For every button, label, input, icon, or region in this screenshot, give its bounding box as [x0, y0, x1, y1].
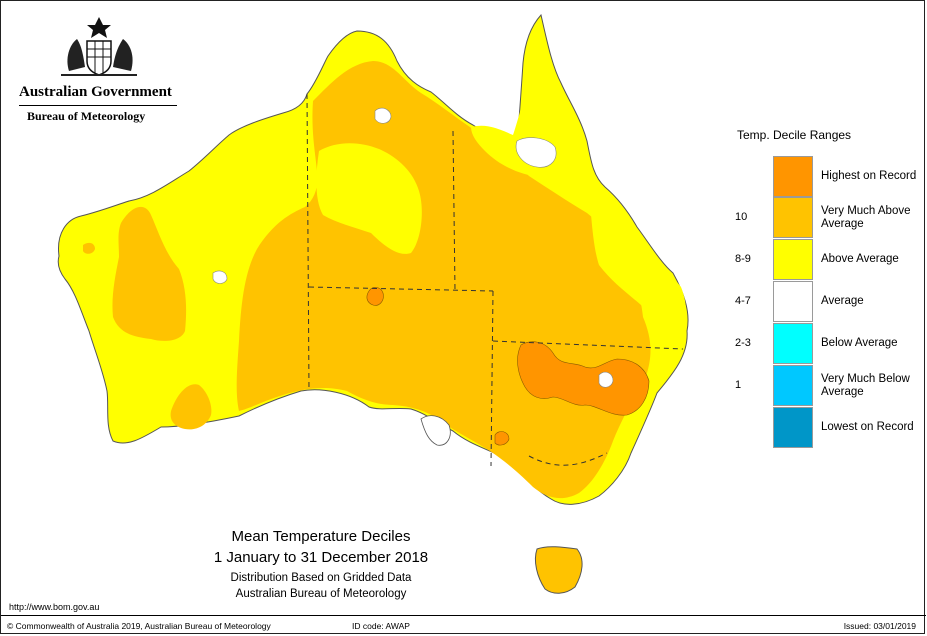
legend-title: Temp. Decile Ranges: [737, 128, 852, 142]
above-average-patch-east: [589, 187, 686, 335]
average-patch-nsw: [598, 371, 614, 388]
legend-swatch: [773, 156, 813, 197]
average-patch-wa: [212, 270, 228, 284]
very-much-above-patch-west-coast: [83, 242, 95, 254]
legend-swatch: [773, 323, 813, 364]
legend-label: Very Much Below Average: [821, 372, 910, 398]
australia-map: [57, 13, 689, 594]
legend-label: Above Average: [821, 253, 899, 265]
gulf-notch: [420, 415, 451, 446]
state-borders: [306, 93, 684, 467]
legend-row-very-much-below-average: 1 Very Much Below Average: [735, 365, 925, 406]
footer-divider: [1, 615, 926, 616]
legend-swatch: [773, 239, 813, 280]
legend-row-below-average: 2-3 Below Average: [735, 323, 925, 364]
website-link[interactable]: http://www.bom.gov.au: [9, 602, 100, 612]
legend-label: Below Average: [821, 337, 898, 349]
legend-label: Average: [821, 295, 864, 307]
government-title: Australian Government: [19, 84, 172, 100]
legend-code: 2-3: [735, 337, 751, 349]
legend-row-highest-on-record: Highest on Record: [735, 156, 925, 197]
legend-swatch: [773, 281, 813, 322]
legend-row-above-average: 8-9 Above Average: [735, 239, 925, 280]
branding-divider: [19, 105, 177, 106]
issued-date-text: Issued: 03/01/2019: [843, 621, 916, 631]
legend-swatch: [773, 197, 813, 238]
very-much-above-patch-wa: [112, 206, 187, 341]
tasmania-shape: [534, 546, 583, 594]
legend-swatch: [773, 365, 813, 406]
legend-label: Very Much Above Average: [821, 204, 911, 230]
legend-code: 8-9: [735, 253, 751, 265]
id-code-text: ID code: AWAP: [352, 621, 410, 631]
map-period: 1 January to 31 December 2018: [213, 549, 429, 566]
legend-label: Lowest on Record: [821, 421, 914, 433]
legend-code: 10: [735, 211, 748, 223]
map-subtitle-distribution: Distribution Based on Gridded Data: [230, 572, 412, 584]
bureau-title: Bureau of Meteorology: [27, 109, 146, 123]
average-patch-qld: [515, 137, 557, 168]
legend-row-average: 4-7 Average: [735, 281, 925, 322]
highest-on-record-patch-sa: [494, 431, 510, 446]
legend-swatch: [773, 407, 813, 448]
legend-row-lowest-on-record: Lowest on Record: [735, 407, 925, 448]
above-average-patch-north: [316, 143, 422, 254]
highest-on-record-patch-nt: [366, 287, 384, 306]
very-much-above-patch-sw: [170, 384, 212, 430]
coat-of-arms-icon: [61, 17, 137, 76]
highest-on-record-patch-nsw: [517, 341, 650, 416]
map-subtitle-source: Australian Bureau of Meteorology: [235, 588, 407, 600]
map-title: Mean Temperature Deciles: [231, 528, 411, 545]
average-patch-nt: [374, 107, 392, 124]
legend-label: Highest on Record: [821, 170, 917, 182]
legend-code: 1: [735, 379, 742, 391]
above-average-patch-qld: [471, 71, 597, 184]
legend-row-very-much-above-average: 10 Very Much Above Average: [735, 197, 925, 238]
copyright-text: © Commonwealth of Australia 2019, Austra…: [7, 621, 271, 631]
legend-code: 4-7: [735, 295, 751, 307]
